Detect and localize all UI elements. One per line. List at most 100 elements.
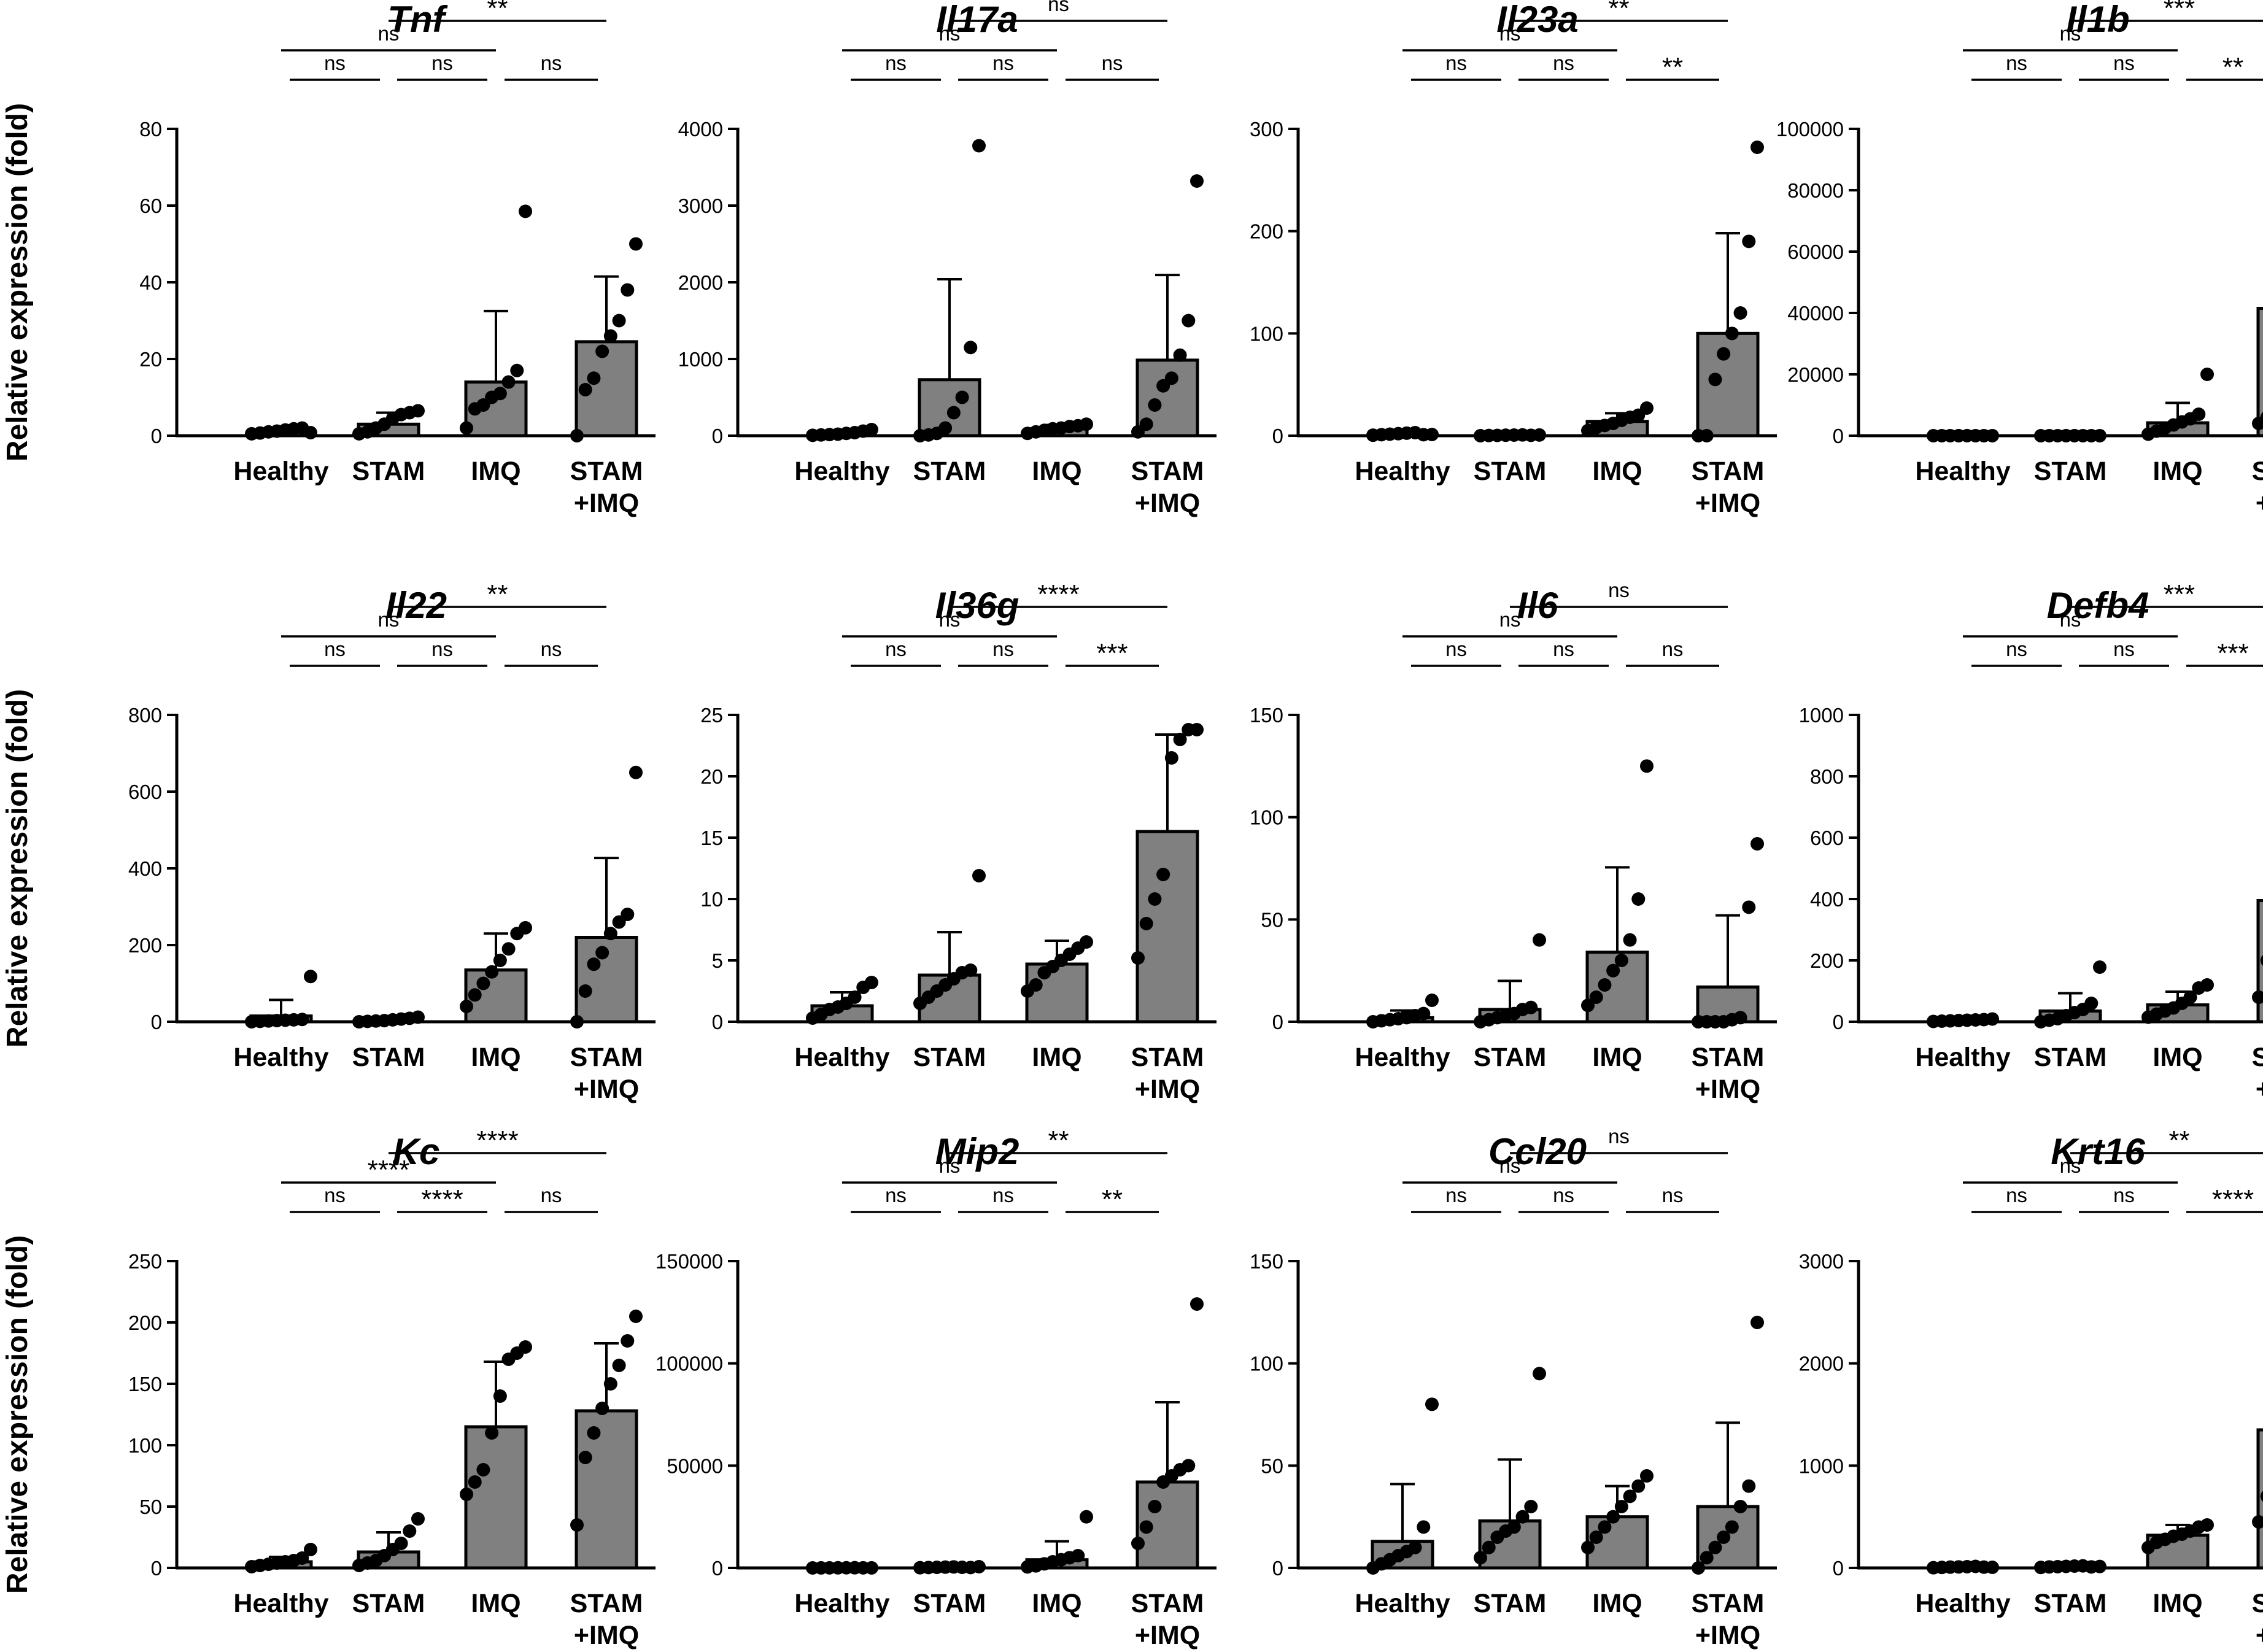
data-point <box>570 1518 584 1532</box>
data-point <box>612 1359 626 1372</box>
data-point <box>493 1389 507 1403</box>
x-tick-label: STAM+IMQ <box>1131 1043 1204 1104</box>
y-tick-label: 200 <box>128 934 162 957</box>
data-point <box>1164 751 1178 765</box>
significance-label: ns <box>1445 638 1467 660</box>
significance-label: ns <box>1608 1125 1630 1148</box>
data-point <box>1190 174 1204 188</box>
data-point <box>1640 759 1654 773</box>
x-tick-label: STAM <box>352 457 425 486</box>
data-point <box>2252 990 2263 1004</box>
significance-label: ** <box>487 0 508 23</box>
y-tick-label: 1000 <box>678 348 723 371</box>
y-axis-label: Relative expression (fold) <box>1 103 34 461</box>
chart-title: Ccl20 <box>1488 1131 1587 1172</box>
y-tick-label: 800 <box>1810 765 1844 788</box>
y-tick-label: 20000 <box>1787 363 1844 386</box>
y-tick-label: 100 <box>128 1434 162 1457</box>
x-tick-label: STAM <box>2034 1043 2107 1072</box>
x-tick-label: Healthy <box>233 457 328 486</box>
data-point <box>972 869 986 882</box>
x-tick-label: STAM <box>2034 457 2107 486</box>
significance-label: ns <box>1048 0 1069 15</box>
data-point <box>1080 417 1093 431</box>
data-point <box>621 1334 635 1348</box>
significance-label: **** <box>476 1125 519 1156</box>
data-point <box>1071 1549 1085 1562</box>
x-tick-label: STAM <box>1474 1043 1547 1072</box>
bar <box>574 1409 638 1570</box>
data-point <box>1750 141 1764 154</box>
significance-label: ns <box>1553 638 1574 660</box>
significance-label: ns <box>1662 638 1684 660</box>
x-tick-label: Healthy <box>233 1043 328 1072</box>
data-point <box>1598 1520 1612 1534</box>
data-point <box>493 387 507 401</box>
y-tick-label: 100 <box>1250 806 1283 829</box>
data-point <box>629 765 643 779</box>
data-point <box>2093 1559 2106 1573</box>
y-tick-label: 2000 <box>678 271 723 294</box>
significance-label: ns <box>1499 22 1521 45</box>
data-point <box>519 204 532 218</box>
x-tick-label: IMQ <box>1592 457 1642 486</box>
data-point <box>1742 1479 1756 1493</box>
y-tick-label: 0 <box>151 1011 162 1033</box>
significance-label: ns <box>992 638 1014 660</box>
x-tick-label: STAM+IMQ <box>1692 457 1765 518</box>
data-point <box>1131 951 1145 965</box>
data-point <box>476 1463 490 1476</box>
significance-label: ns <box>1553 1184 1574 1206</box>
chart-panel-il36g: Il36g 0 5 10 15 20 25 Healthy STAM IMQ STAM +IMQ ns n… <box>700 579 1217 1104</box>
data-point <box>972 139 986 153</box>
data-point <box>595 1402 609 1415</box>
data-point <box>1640 1469 1654 1483</box>
significance-label: ns <box>939 608 961 631</box>
data-point <box>603 329 617 343</box>
y-tick-label: 60 <box>139 195 162 217</box>
significance-label: ns <box>541 1184 562 1206</box>
data-point <box>1533 933 1546 947</box>
bar <box>2256 307 2263 438</box>
data-point <box>1164 371 1178 385</box>
x-tick-label: STAM+IMQ <box>1131 1589 1204 1650</box>
chart-panel-defb4: Defb4 0 200 400 600 800 1000 Healthy STAM IMQ STAM… <box>1799 579 2263 1104</box>
data-point <box>1156 868 1170 881</box>
significance-label: **** <box>368 1155 410 1185</box>
data-point <box>1148 398 1162 412</box>
y-tick-label: 0 <box>1833 1557 1844 1580</box>
data-point <box>1986 1012 1999 1026</box>
x-tick-label: STAM+IMQ <box>570 1043 643 1104</box>
data-point <box>403 1524 417 1538</box>
significance-label: ns <box>939 22 961 45</box>
significance-label: ns <box>431 52 453 74</box>
data-point <box>304 426 317 439</box>
data-point <box>2084 997 2099 1010</box>
data-point <box>1533 428 1546 442</box>
y-tick-label: 600 <box>128 781 162 803</box>
y-tick-label: 0 <box>1272 425 1283 447</box>
y-tick-label: 100 <box>1250 1353 1283 1375</box>
data-point <box>1417 1006 1431 1021</box>
y-tick-label: 1000 <box>1799 1454 1844 1477</box>
chart-title: Il36g <box>935 585 1019 626</box>
chart-title: Defb4 <box>2047 585 2149 626</box>
data-point <box>1425 1397 1439 1411</box>
x-tick-label: Healthy <box>1915 457 2010 486</box>
data-point <box>1725 1520 1739 1534</box>
y-tick-label: 100 <box>1250 322 1283 345</box>
data-point <box>621 283 635 297</box>
data-point <box>2183 990 2197 1004</box>
data-point <box>2260 412 2263 423</box>
significance-label: *** <box>2164 0 2195 23</box>
x-tick-label: IMQ <box>1032 1043 1081 1072</box>
data-point <box>1515 1510 1530 1524</box>
data-point <box>1131 1537 1145 1550</box>
data-point <box>460 421 473 435</box>
data-point <box>1750 837 1764 851</box>
data-point <box>1080 1510 1093 1524</box>
significance-label: ** <box>1608 0 1629 23</box>
significance-label: ns <box>885 1184 907 1206</box>
